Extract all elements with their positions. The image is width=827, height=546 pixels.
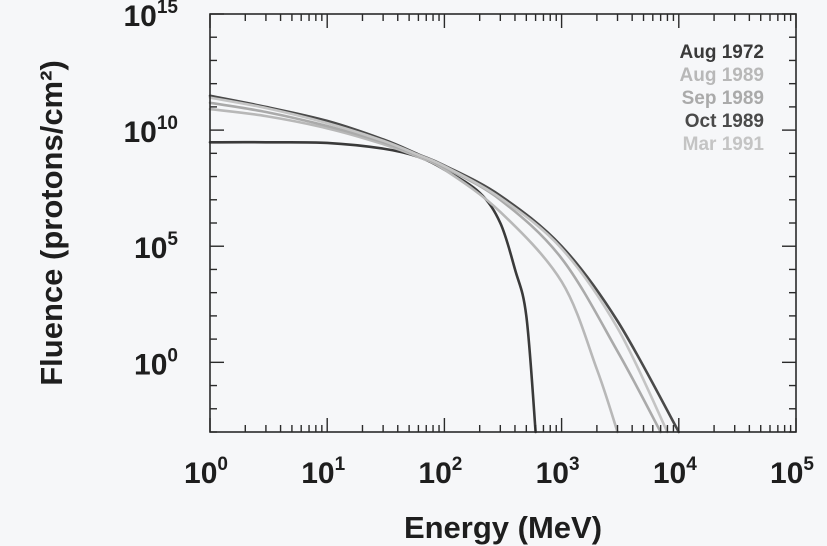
legend-entry-4: Mar 1991 xyxy=(683,134,765,155)
x-tick-label: 103 xyxy=(536,454,580,490)
y-tick-labels: 100 105 1010 1015 xyxy=(123,0,178,381)
axis-ticks xyxy=(209,13,797,433)
y-tick-label: 105 xyxy=(134,229,178,265)
x-tick-label: 101 xyxy=(301,454,345,490)
x-axis-title: Energy (MeV) xyxy=(404,510,602,545)
series-line-4 xyxy=(208,96,669,434)
legend-entry-3: Oct 1989 xyxy=(685,111,764,132)
series-line-1 xyxy=(208,107,619,434)
legend-entry-2: Sep 1989 xyxy=(682,88,764,109)
x-tick-labels: 100 101 102 103 104 105 xyxy=(184,454,814,490)
y-axis-title: Fluence (protons/cm²) xyxy=(34,60,69,386)
y-tick-label: 1015 xyxy=(123,0,178,33)
x-tick-label: 102 xyxy=(418,454,462,490)
x-tick-label: 100 xyxy=(184,454,228,490)
legend-entry-1: Aug 1989 xyxy=(680,65,764,86)
x-tick-label: 105 xyxy=(770,454,814,490)
legend-entry-0: Aug 1972 xyxy=(680,42,764,63)
y-tick-label: 1010 xyxy=(123,113,178,149)
x-tick-label: 104 xyxy=(653,454,697,490)
plot-lines xyxy=(208,94,681,434)
y-tick-label: 100 xyxy=(134,345,178,381)
